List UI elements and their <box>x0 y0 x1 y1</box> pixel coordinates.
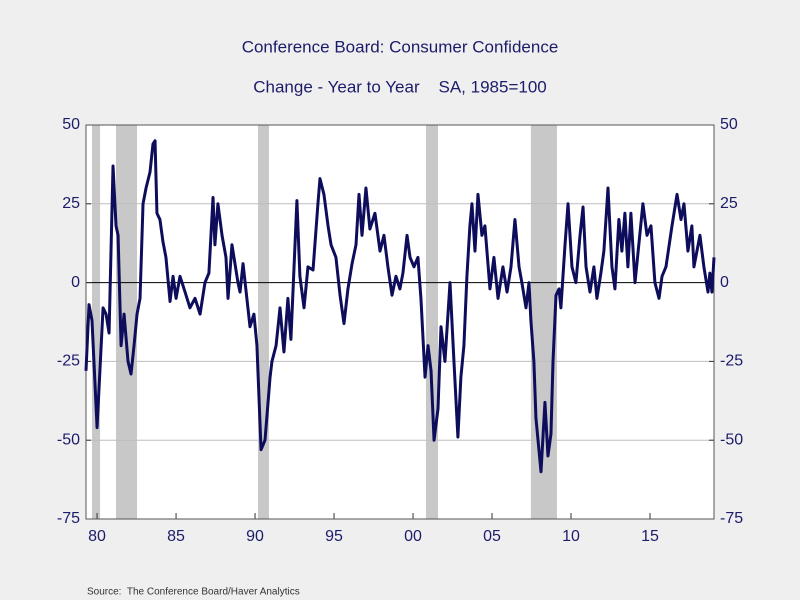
y-tick-label: -25 <box>57 353 80 370</box>
y-tick-label: 25 <box>62 195 80 212</box>
chart-subtitle: Change - Year to Year SA, 1985=100 <box>253 77 547 96</box>
shaded-period <box>425 125 438 519</box>
x-tick-label: 15 <box>641 528 659 545</box>
chart-title: Conference Board: Consumer Confidence <box>242 37 559 56</box>
y-tick-label: 0 <box>71 274 80 291</box>
y2-tick-label: 50 <box>720 116 738 133</box>
y2-tick-label: -50 <box>720 431 743 448</box>
data-line <box>84 139 716 474</box>
y2-tick-label: 0 <box>720 274 729 291</box>
plot-area <box>86 125 714 519</box>
plot-border <box>85 124 715 520</box>
y-tick-label: 50 <box>62 116 80 133</box>
y2-tick-label: 25 <box>720 195 738 212</box>
x-tick-label: 00 <box>404 528 422 545</box>
source-note: Source: The Conference Board/Haver Analy… <box>87 587 300 598</box>
y2-tick-label: -75 <box>720 510 743 527</box>
shaded-period <box>530 125 557 519</box>
x-tick-label: 10 <box>562 528 580 545</box>
x-tick-label: 80 <box>88 528 106 545</box>
x-tick-label: 85 <box>167 528 185 545</box>
y-tick-label: -50 <box>57 431 80 448</box>
plot-layer: -75 -50 -25 0 25 50 -75 -50 -25 0 25 50 80 85 90 95 00 05… <box>57 116 743 545</box>
x-tick-label: 90 <box>246 528 264 545</box>
shaded-period <box>258 125 269 519</box>
y2-tick-label: -25 <box>720 353 743 370</box>
x-tick-label: 95 <box>325 528 343 545</box>
shaded-period <box>92 125 101 519</box>
x-tick-label: 05 <box>483 528 501 545</box>
y-tick-label: -75 <box>57 510 80 527</box>
shaded-period <box>116 125 138 519</box>
